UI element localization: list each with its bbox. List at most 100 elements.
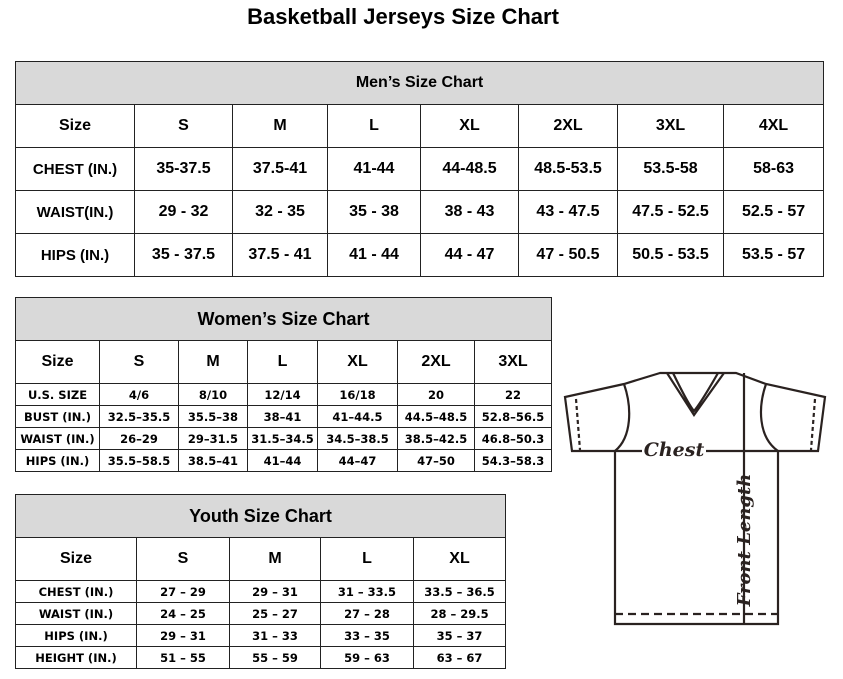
youth-chart-heading: Youth Size Chart <box>14 494 507 538</box>
measurement-cell: 35 - 37.5 <box>134 233 233 277</box>
measurement-cell: 35 – 37 <box>412 624 507 647</box>
size-column-header: M <box>232 104 328 148</box>
measurement-cell: 25 – 27 <box>229 602 321 625</box>
measurement-cell: 31.5–34.5 <box>247 427 318 450</box>
measurement-cell: 38.5–42.5 <box>397 427 475 450</box>
page-title: Basketball Jerseys Size Chart <box>247 4 559 29</box>
measurement-cell: 32 - 35 <box>232 190 328 234</box>
measurement-cell: 37.5-41 <box>232 147 328 191</box>
measurement-cell: 41-44 <box>327 147 421 191</box>
measurement-cell: 59 – 63 <box>320 646 414 669</box>
mens-size-table: Men’s Size Chart Size S M L XL 2XL 3XL 4XL CHEST … <box>14 61 825 277</box>
table-row: HEIGHT (IN.) 51 – 55 55 – 59 59 – 63 63 – 67 <box>15 646 507 669</box>
measurement-cell: 38.5–41 <box>178 449 248 472</box>
table-row: CHEST (IN.) 35-37.5 37.5-41 41-44 44-48.5 48.… <box>15 147 825 191</box>
measurement-cell: 41–44 <box>247 449 318 472</box>
row-label: U.S. SIZE <box>15 383 100 406</box>
measurement-cell: 31 – 33.5 <box>320 580 414 603</box>
measurement-cell: 20 <box>397 383 475 406</box>
size-label: Size <box>15 537 137 581</box>
measurement-cell: 38–41 <box>247 405 318 428</box>
measurement-cell: 43 - 47.5 <box>518 190 618 234</box>
measurement-cell: 34.5–38.5 <box>317 427 398 450</box>
measurement-cell: 44-48.5 <box>420 147 519 191</box>
women-chart-heading: Women’s Size Chart <box>14 297 553 341</box>
measurement-cell: 27 – 29 <box>136 580 230 603</box>
measurement-cell: 29 – 31 <box>136 624 230 647</box>
table-row: HIPS (IN.) 35.5–58.5 38.5–41 41–44 44–47 47–5… <box>15 449 553 472</box>
row-label: HIPS (IN.) <box>15 233 135 277</box>
row-label: HIPS (IN.) <box>15 624 137 647</box>
measurement-cell: 44–47 <box>317 449 398 472</box>
size-column-header: S <box>99 340 179 384</box>
measurement-cell: 32.5–35.5 <box>99 405 179 428</box>
size-column-header: 3XL <box>473 340 553 384</box>
measurement-cell: 35.5–58.5 <box>99 449 179 472</box>
measurement-cell: 8/10 <box>178 383 248 406</box>
chest-label: Chest <box>644 439 705 461</box>
table-row: BUST (IN.) 32.5–35.5 35.5–38 38–41 41–44.5 44… <box>15 405 553 428</box>
measurement-cell: 46.8–50.3 <box>473 427 553 450</box>
measurement-cell: 35.5–38 <box>178 405 248 428</box>
size-column-header: M <box>178 340 248 384</box>
measurement-cell: 47 - 50.5 <box>518 233 618 277</box>
measurement-cell: 12/14 <box>247 383 318 406</box>
measurement-cell: 27 – 28 <box>320 602 414 625</box>
size-label: Size <box>15 104 135 148</box>
measurement-cell: 44 - 47 <box>420 233 519 277</box>
size-column-header: L <box>327 104 421 148</box>
measurement-cell: 29 – 31 <box>229 580 321 603</box>
measurement-cell: 28 – 29.5 <box>412 602 507 625</box>
size-column-header: S <box>134 104 233 148</box>
size-column-header: 2XL <box>397 340 475 384</box>
measurement-cell: 41 - 44 <box>327 233 421 277</box>
measurement-cell: 50.5 - 53.5 <box>617 233 724 277</box>
table-row: WAIST(IN.) 29 - 32 32 - 35 35 - 38 38 - 43 43… <box>15 190 825 234</box>
measurement-cell: 29 - 32 <box>134 190 233 234</box>
measurement-cell: 33.5 – 36.5 <box>412 580 507 603</box>
size-column-header: XL <box>412 537 507 581</box>
men-chart-heading: Men’s Size Chart <box>14 61 825 105</box>
size-column-header: L <box>247 340 318 384</box>
jersey-measurement-diagram: Chest Front Length <box>563 371 827 626</box>
size-column-header: 3XL <box>617 104 724 148</box>
size-column-header: L <box>320 537 414 581</box>
row-label: CHEST (IN.) <box>15 580 137 603</box>
measurement-cell: 38 - 43 <box>420 190 519 234</box>
youth-size-table: Youth Size Chart Size S M L XL CHEST (IN.) 27 –… <box>14 494 507 669</box>
measurement-cell: 4/6 <box>99 383 179 406</box>
measurement-cell: 47–50 <box>397 449 475 472</box>
measurement-cell: 53.5 - 57 <box>722 233 825 277</box>
measurement-cell: 63 – 67 <box>412 646 507 669</box>
row-label: BUST (IN.) <box>15 405 100 428</box>
table-row: U.S. SIZE 4/6 8/10 12/14 16/18 20 22 <box>15 383 553 406</box>
measurement-cell: 52.5 - 57 <box>722 190 825 234</box>
measurement-cell: 35-37.5 <box>134 147 233 191</box>
measurement-cell: 41–44.5 <box>317 405 398 428</box>
row-label: CHEST (IN.) <box>15 147 135 191</box>
measurement-cell: 29–31.5 <box>178 427 248 450</box>
measurement-cell: 48.5-53.5 <box>518 147 618 191</box>
table-row: HIPS (IN.) 35 - 37.5 37.5 - 41 41 - 44 44 - … <box>15 233 825 277</box>
measurement-cell: 24 – 25 <box>136 602 230 625</box>
table-row: WAIST (IN.) 24 – 25 25 – 27 27 – 28 28 – 29.… <box>15 602 507 625</box>
row-label: WAIST(IN.) <box>15 190 135 234</box>
measurement-cell: 52.8–56.5 <box>473 405 553 428</box>
row-label: WAIST (IN.) <box>15 602 137 625</box>
measurement-cell: 54.3–58.3 <box>473 449 553 472</box>
measurement-cell: 33 – 35 <box>320 624 414 647</box>
measurement-cell: 35 - 38 <box>327 190 421 234</box>
table-row: CHEST (IN.) 27 – 29 29 – 31 31 – 33.5 33.5 –… <box>15 580 507 603</box>
row-label: WAIST (IN.) <box>15 427 100 450</box>
measurement-cell: 37.5 - 41 <box>232 233 328 277</box>
size-column-header: XL <box>317 340 398 384</box>
table-row: HIPS (IN.) 29 – 31 31 – 33 33 – 35 35 – 37 <box>15 624 507 647</box>
front-length-label: Front Length <box>734 474 755 608</box>
measurement-cell: 26–29 <box>99 427 179 450</box>
measurement-cell: 51 – 55 <box>136 646 230 669</box>
size-column-header: S <box>136 537 230 581</box>
measurement-cell: 55 – 59 <box>229 646 321 669</box>
size-column-header: M <box>229 537 321 581</box>
size-label: Size <box>15 340 100 384</box>
row-label: HIPS (IN.) <box>15 449 100 472</box>
